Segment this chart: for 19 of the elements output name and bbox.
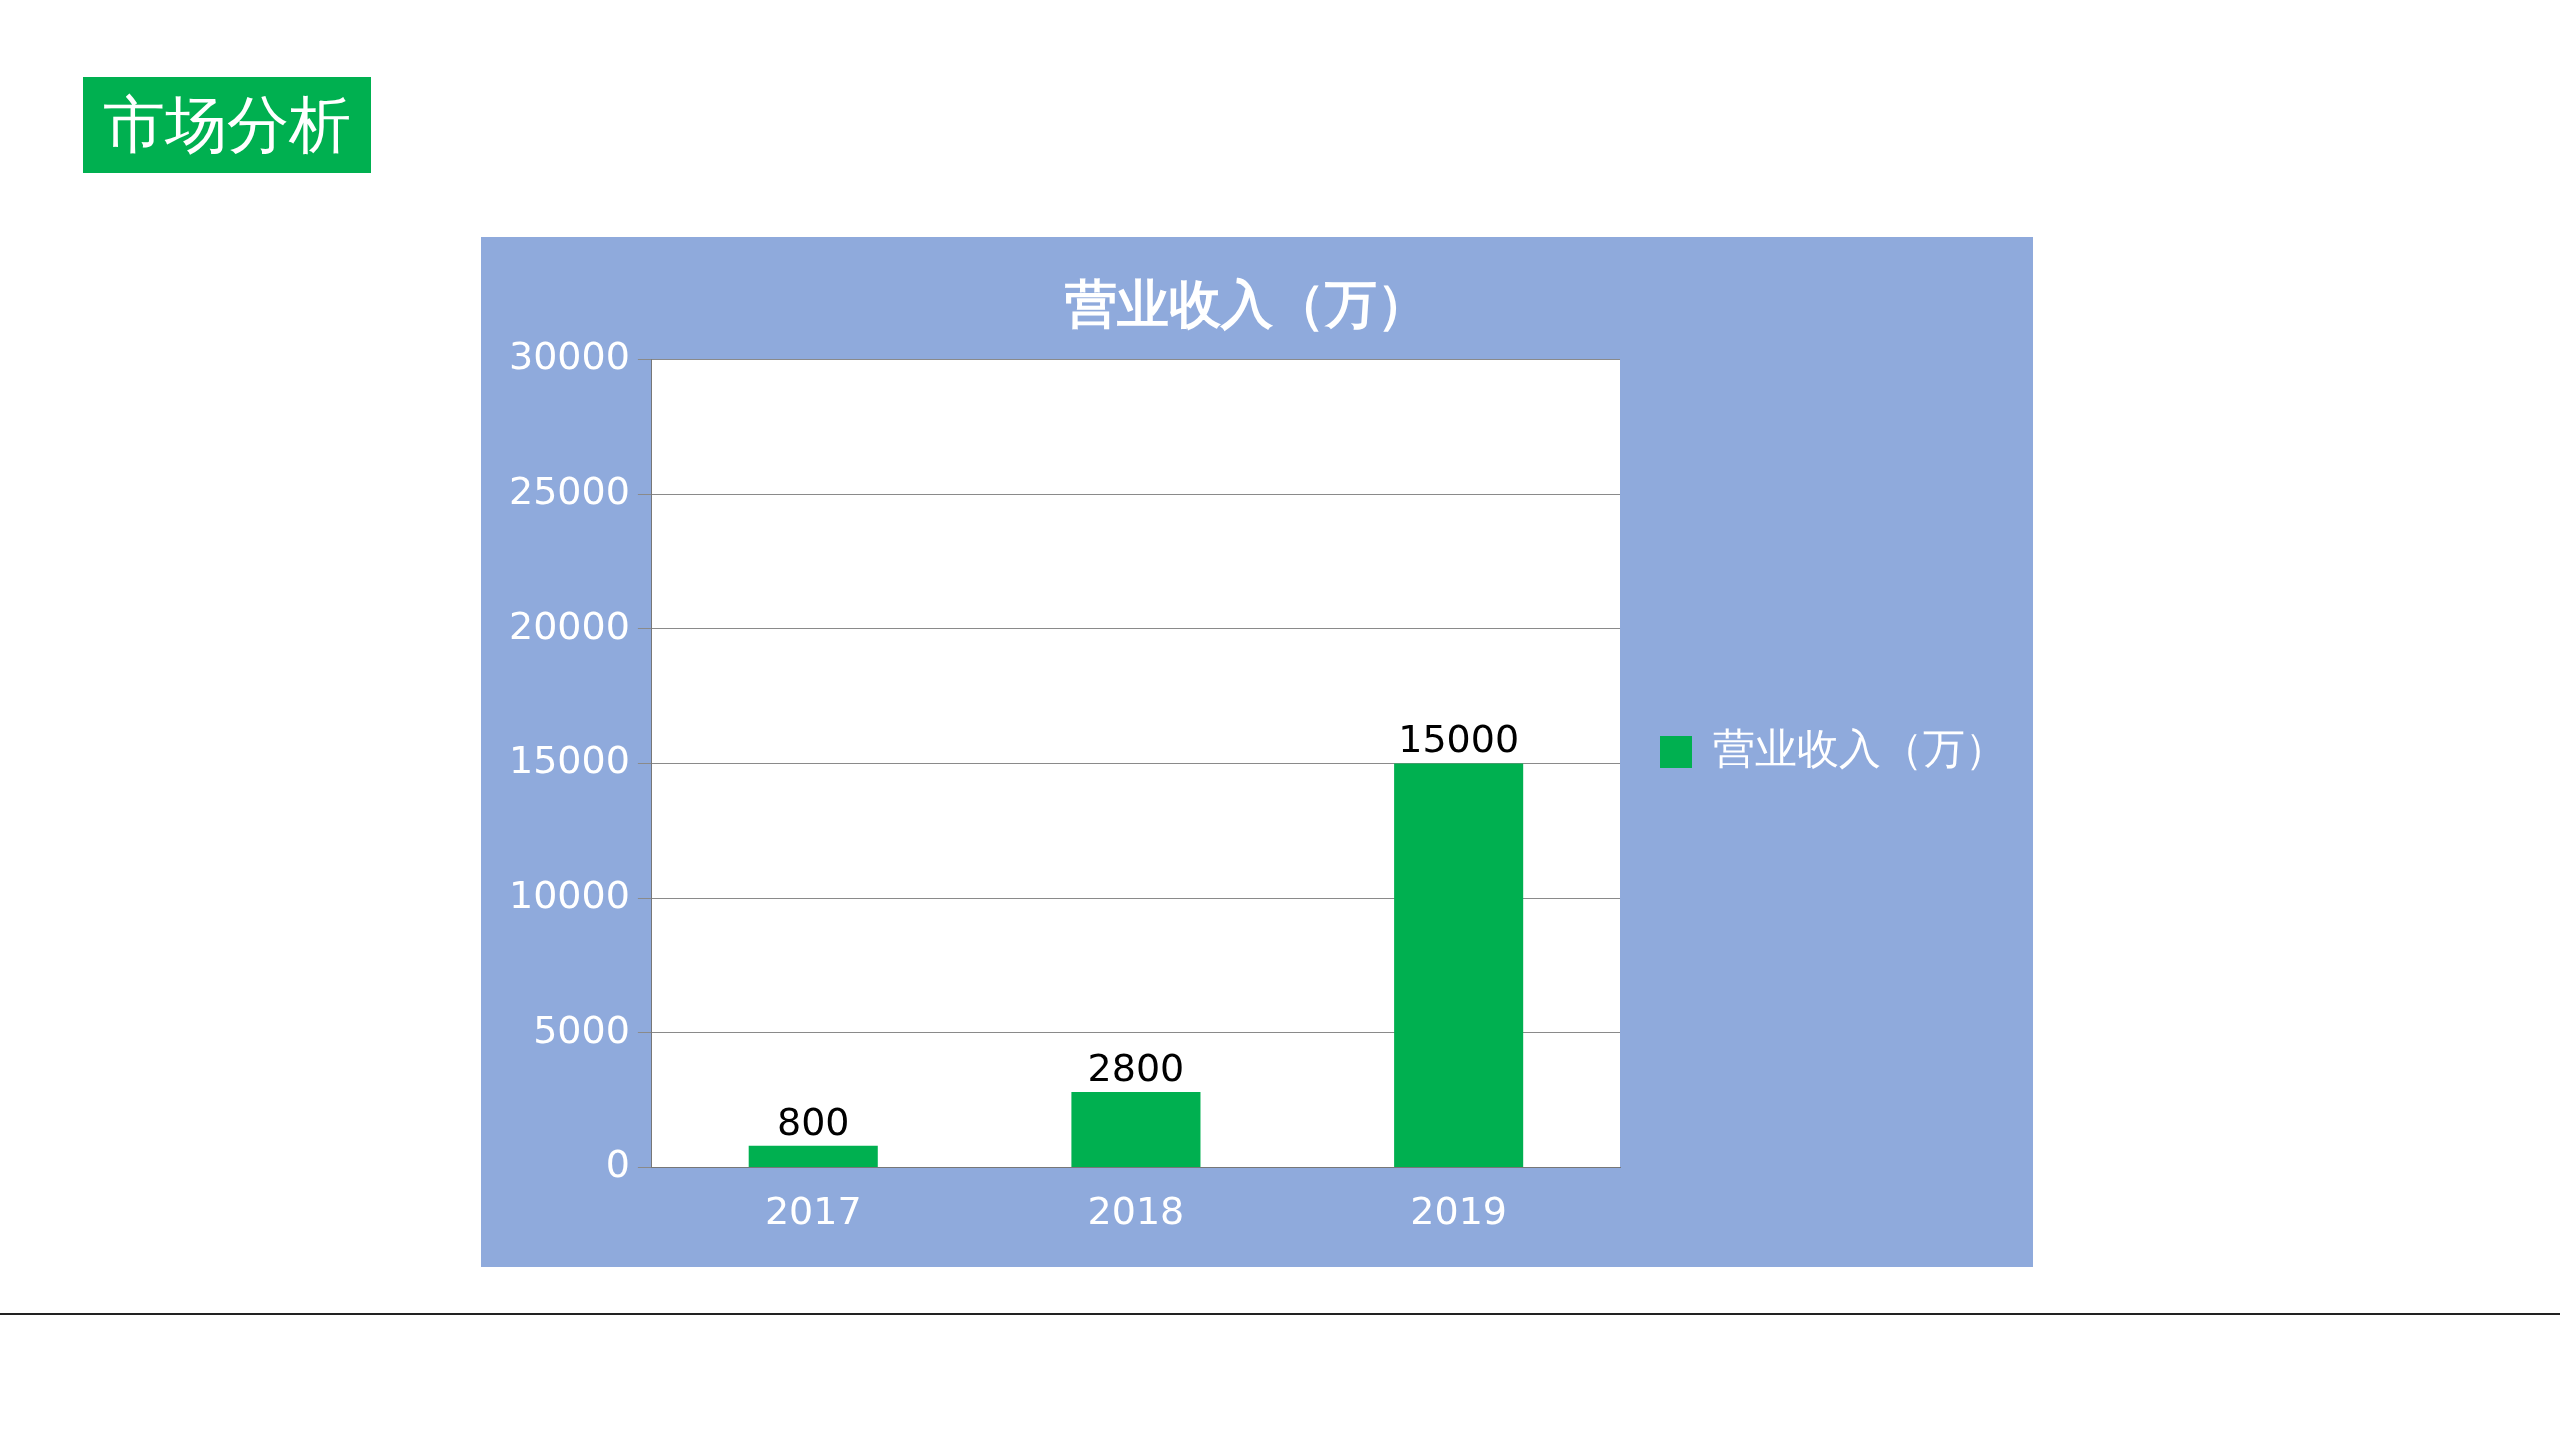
bar — [748, 1145, 878, 1167]
text: 市场分析 — [83, 77, 371, 173]
legend-label: 营业收入（万） — [1713, 723, 2007, 773]
data-label: 15000 — [1398, 717, 1520, 762]
bar — [1394, 763, 1524, 1167]
data-label: 800 — [776, 1099, 850, 1144]
x-tick-label: 2017 — [764, 1189, 862, 1234]
y-tick-label: 25000 — [508, 468, 630, 513]
y-tick-label: 30000 — [508, 334, 630, 379]
x-tick-label: 2018 — [1087, 1189, 1185, 1234]
bar — [1071, 1091, 1201, 1167]
y-tick-label: 0 — [605, 1142, 630, 1187]
y-tick-label: 20000 — [508, 603, 630, 648]
y-tick-label: 15000 — [508, 738, 630, 783]
y-tick-label: 5000 — [533, 1007, 630, 1052]
x-tick-label: 2019 — [1410, 1189, 1508, 1234]
chart-title: 营业收入（万） — [1065, 273, 1429, 334]
y-tick-label: 10000 — [508, 872, 630, 917]
data-label: 2800 — [1087, 1045, 1185, 1090]
